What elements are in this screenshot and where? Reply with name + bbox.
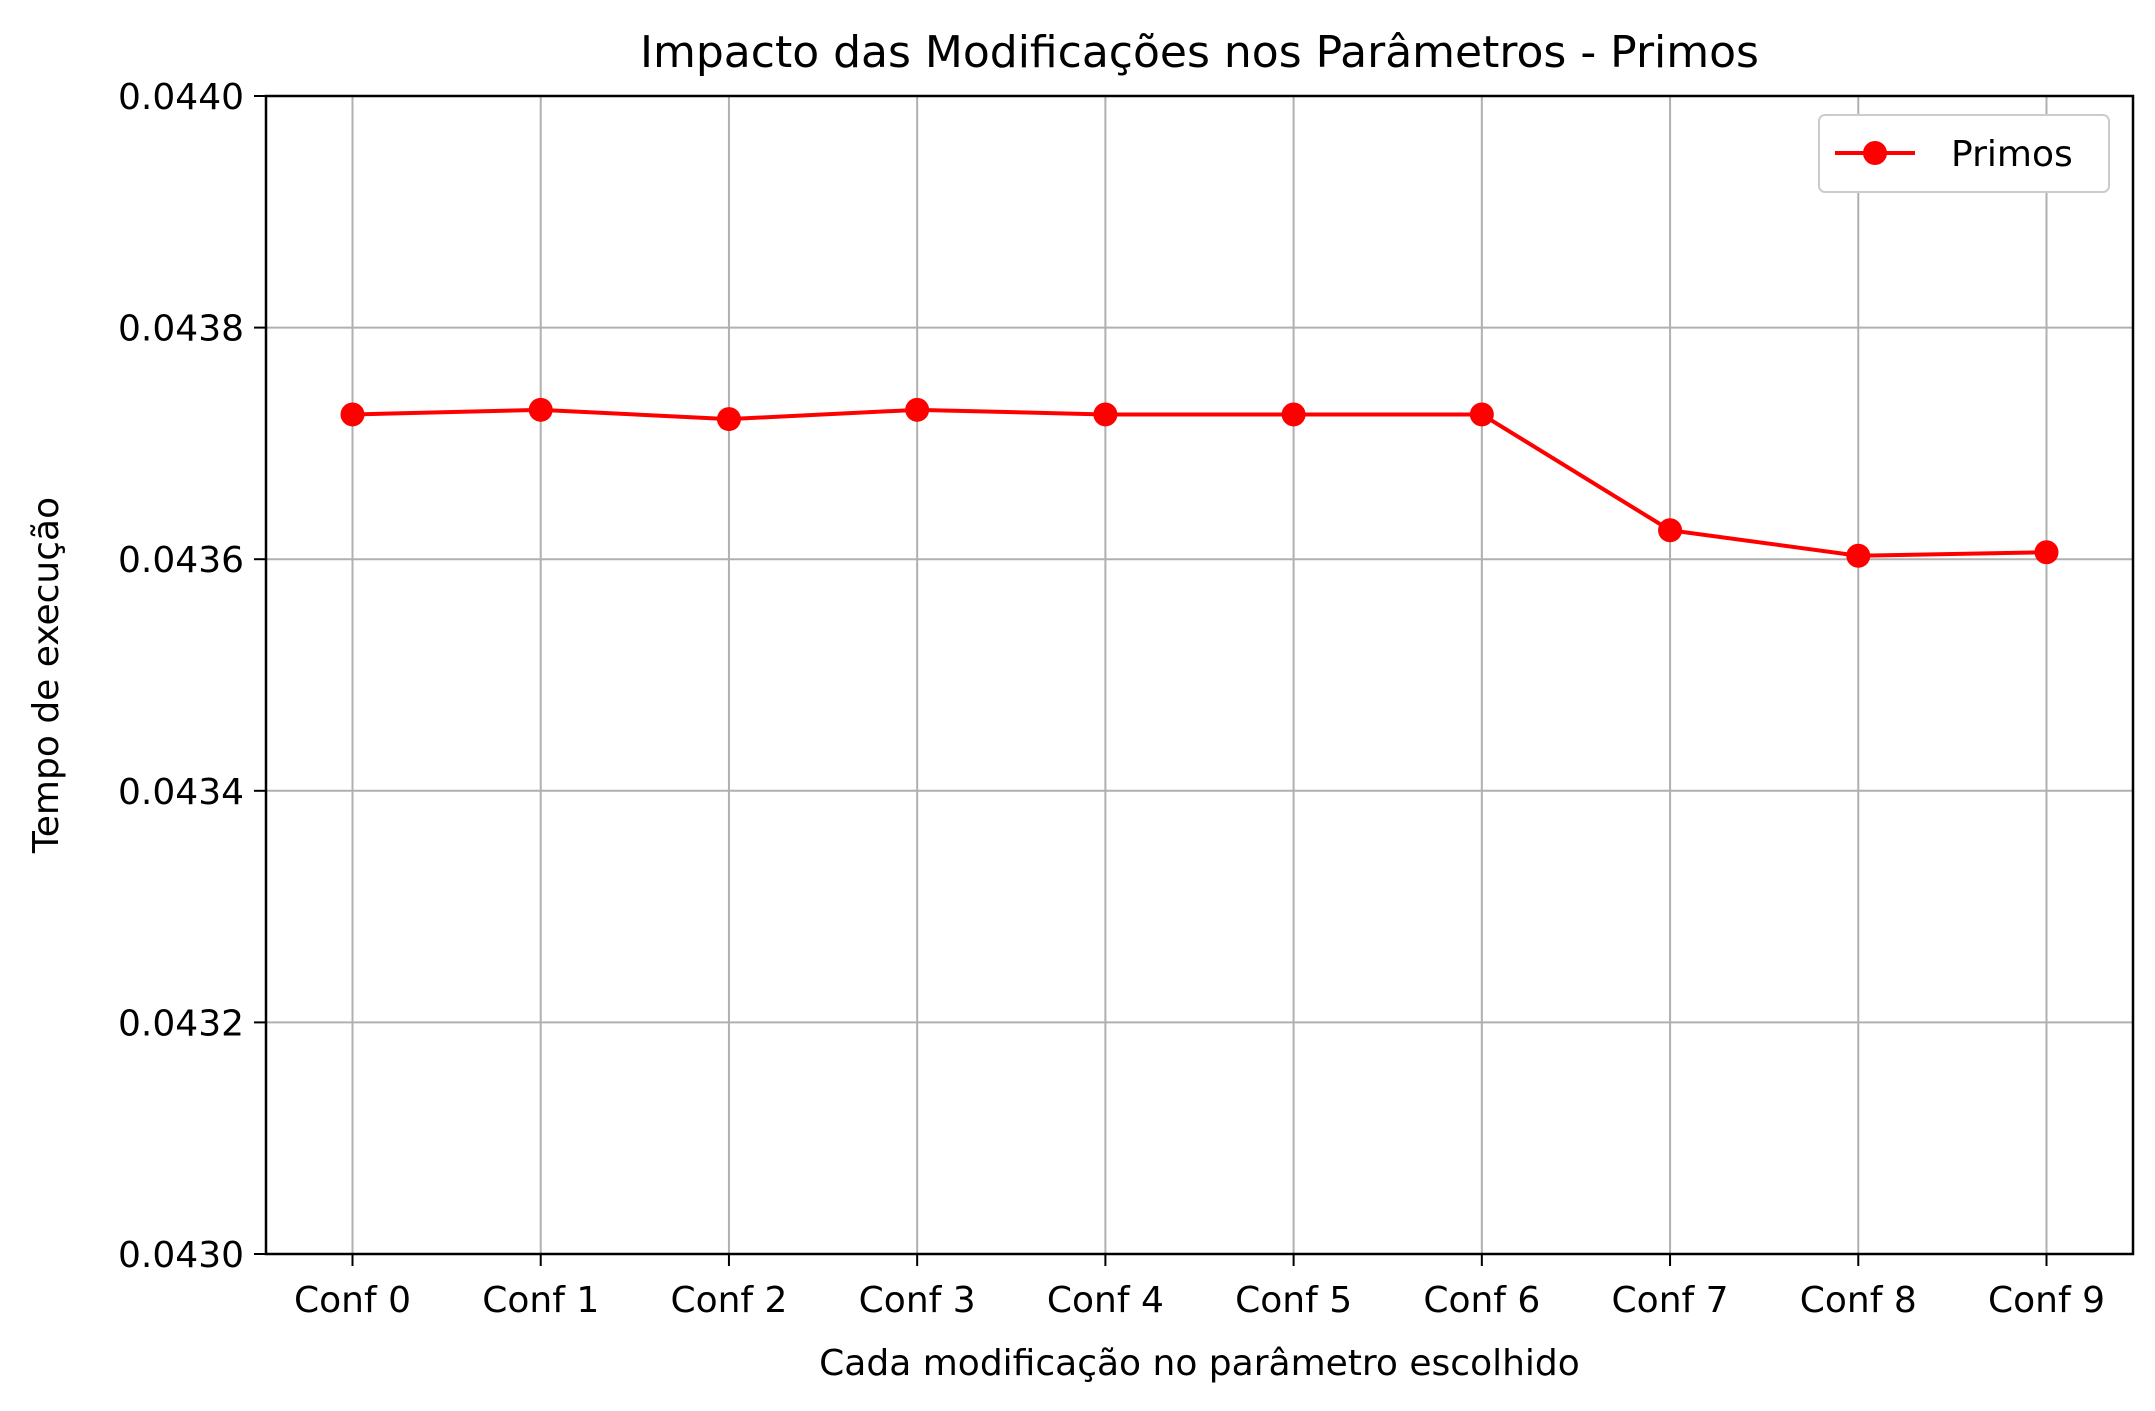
data-point <box>1281 402 1306 427</box>
x-tick-label: Conf 3 <box>859 1280 976 1321</box>
legend: Primos <box>1818 114 2110 193</box>
series-line <box>352 407 2047 558</box>
data-point <box>1658 518 1683 543</box>
y-tick-labels: 0.0430 0.0432 0.0434 0.0436 0.0438 0.0440 <box>118 77 244 1276</box>
legend-marker <box>1863 141 1887 165</box>
x-tick-labels: Conf 0 Conf 1 Conf 2 Conf 3 Conf 4 Conf 5 Conf… <box>294 1280 2105 1321</box>
legend-box <box>1818 114 2110 193</box>
data-point <box>1846 543 1871 568</box>
chart-title: Impacto das Modificações nos Parâmetros … <box>640 27 1759 78</box>
x-tick-label: Conf 8 <box>1800 1280 1917 1321</box>
y-tick-label: 0.0432 <box>118 1003 244 1044</box>
axis-ticks <box>254 95 2048 1266</box>
x-tick-label: Conf 1 <box>482 1280 599 1321</box>
x-axis-label: Cada modificação no parâmetro escolhido <box>819 1343 1580 1384</box>
y-tick-label: 0.0436 <box>118 540 244 581</box>
x-tick-label: Conf 7 <box>1612 1280 1729 1321</box>
y-tick-label: 0.0434 <box>118 772 244 813</box>
x-tick-label: Conf 0 <box>294 1280 411 1321</box>
y-tick-label: 0.0438 <box>118 309 244 350</box>
data-point <box>1469 402 1494 427</box>
x-tick-label: Conf 4 <box>1047 1280 1164 1321</box>
x-tick-label: Conf 6 <box>1423 1280 1540 1321</box>
grid <box>266 95 2133 1255</box>
x-tick-label: Conf 2 <box>670 1280 787 1321</box>
data-point <box>716 407 741 432</box>
data-point <box>340 402 365 427</box>
y-axis-label: Tempo de execução <box>26 497 67 854</box>
data-point <box>528 397 553 422</box>
x-tick-label: Conf 5 <box>1235 1280 1352 1321</box>
data-point <box>2034 540 2059 565</box>
x-tick-label: Conf 9 <box>1988 1280 2105 1321</box>
y-tick-label: 0.0430 <box>118 1235 244 1276</box>
data-point <box>1093 402 1118 427</box>
series-primos <box>340 397 2059 568</box>
y-tick-label: 0.0440 <box>118 77 244 118</box>
data-point <box>905 397 930 422</box>
legend-label: Primos <box>1951 134 2073 175</box>
plot-frame <box>264 94 2135 1256</box>
